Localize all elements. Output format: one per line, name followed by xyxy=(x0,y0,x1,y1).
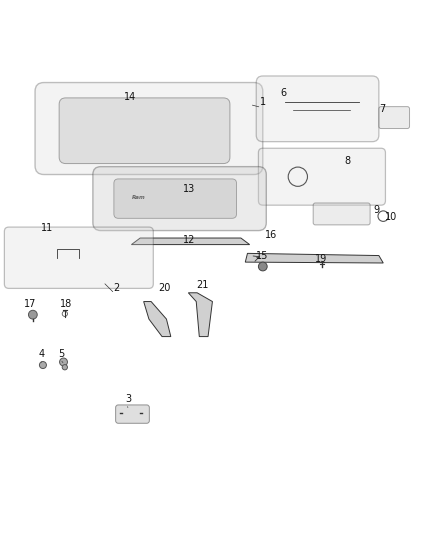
Text: 18: 18 xyxy=(60,298,72,309)
Text: Ram: Ram xyxy=(131,196,145,200)
FancyBboxPatch shape xyxy=(93,167,266,231)
FancyBboxPatch shape xyxy=(4,227,153,288)
Text: 5: 5 xyxy=(58,349,64,359)
FancyBboxPatch shape xyxy=(116,405,149,423)
Text: 15: 15 xyxy=(256,251,268,261)
FancyBboxPatch shape xyxy=(114,179,237,219)
Polygon shape xyxy=(188,293,212,336)
Text: 13: 13 xyxy=(183,183,195,193)
Circle shape xyxy=(62,365,67,370)
Text: 16: 16 xyxy=(265,230,277,240)
Text: 11: 11 xyxy=(41,223,53,233)
Text: 10: 10 xyxy=(385,213,397,222)
FancyBboxPatch shape xyxy=(256,76,379,142)
Text: 12: 12 xyxy=(183,235,195,245)
Text: 4: 4 xyxy=(38,349,44,359)
Text: 9: 9 xyxy=(374,205,380,215)
Text: 1: 1 xyxy=(260,97,266,107)
Polygon shape xyxy=(144,302,171,336)
Circle shape xyxy=(28,310,37,319)
Text: 3: 3 xyxy=(125,394,131,404)
Polygon shape xyxy=(245,253,383,263)
Text: 8: 8 xyxy=(344,156,350,166)
FancyBboxPatch shape xyxy=(59,98,230,164)
FancyBboxPatch shape xyxy=(35,83,263,174)
Circle shape xyxy=(39,361,46,368)
Polygon shape xyxy=(131,238,250,245)
Text: 21: 21 xyxy=(196,280,208,290)
FancyBboxPatch shape xyxy=(379,107,410,128)
Circle shape xyxy=(60,358,67,366)
Text: 2: 2 xyxy=(113,284,119,293)
FancyBboxPatch shape xyxy=(258,148,385,205)
Text: 20: 20 xyxy=(158,282,170,293)
Text: 14: 14 xyxy=(124,92,137,102)
Text: 19: 19 xyxy=(315,254,328,264)
FancyBboxPatch shape xyxy=(313,203,370,225)
Text: 17: 17 xyxy=(24,298,36,309)
Text: 6: 6 xyxy=(281,88,287,99)
Text: 7: 7 xyxy=(379,104,385,114)
Circle shape xyxy=(258,262,267,271)
